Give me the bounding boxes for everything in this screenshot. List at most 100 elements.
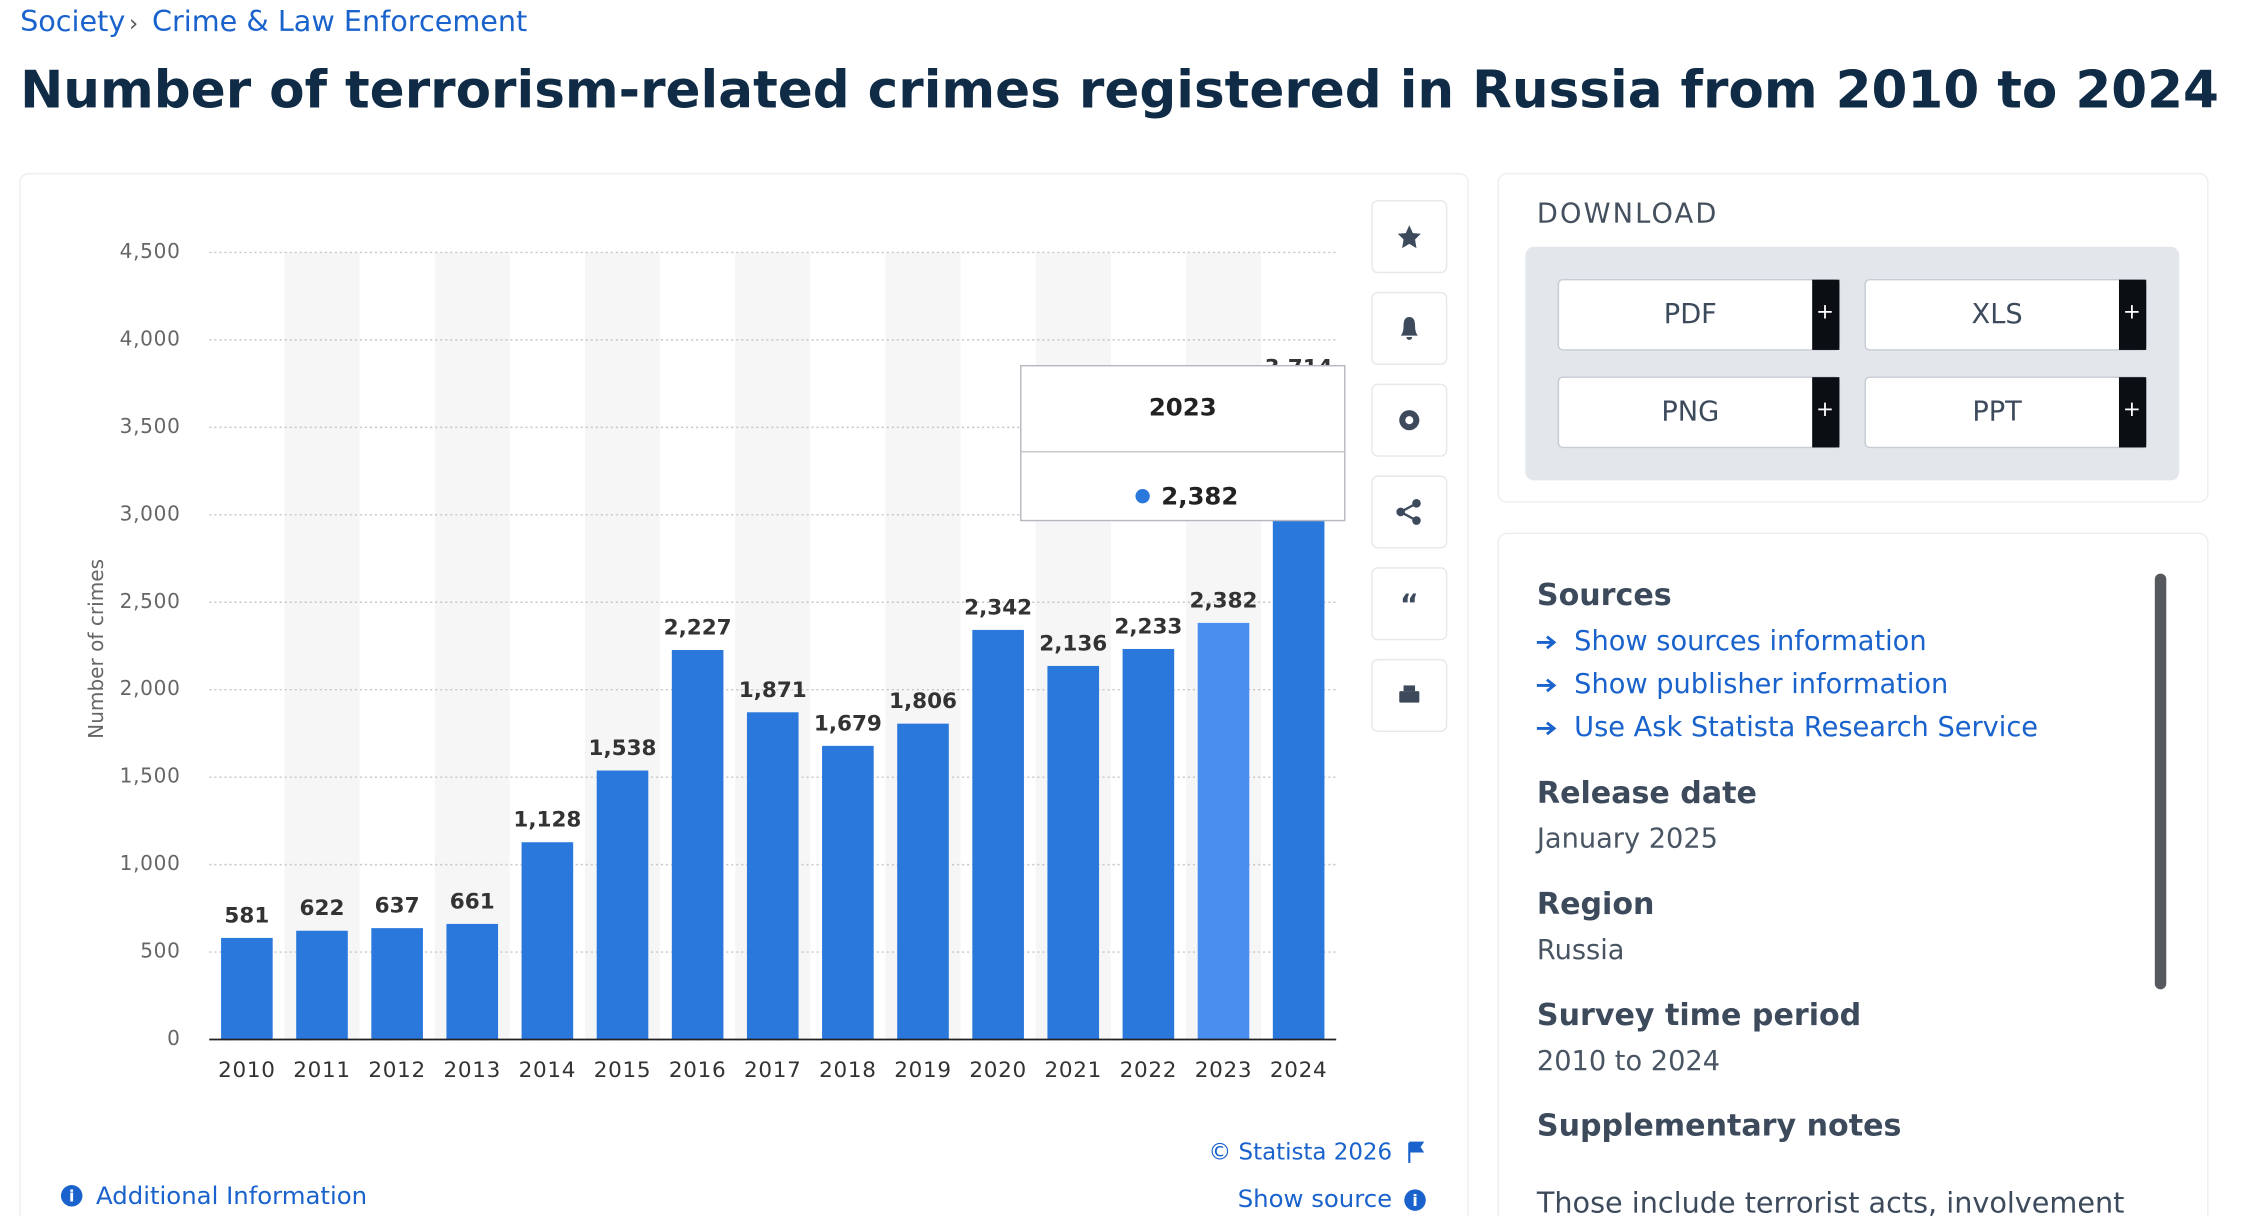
bar[interactable] — [1047, 665, 1100, 1040]
data-label: 2,382 — [1189, 588, 1257, 613]
bar[interactable] — [671, 650, 724, 1040]
breadcrumb-link[interactable]: Crime & Law Enforcement — [152, 4, 527, 38]
additional-info-link[interactable]: Additional Information — [96, 1181, 367, 1210]
info-card — [1497, 532, 2209, 1216]
y-tick-label: 4,500 — [120, 239, 181, 263]
x-tick-label: 2014 — [519, 1058, 577, 1083]
x-tick-label: 2024 — [1270, 1058, 1328, 1083]
x-tick-label: 2010 — [218, 1058, 276, 1083]
data-label: 661 — [450, 889, 495, 914]
bell-icon — [1400, 316, 1418, 340]
x-tick-label: 2011 — [293, 1058, 351, 1083]
bar[interactable] — [596, 770, 649, 1040]
info-glyph: i — [69, 1187, 74, 1206]
band-shade — [284, 252, 360, 1040]
data-label: 2,342 — [964, 595, 1032, 620]
y-tick-label: 3,000 — [120, 501, 181, 525]
download-plus: + — [1816, 300, 1834, 325]
tooltip-dot — [1135, 489, 1150, 504]
bar[interactable] — [897, 723, 949, 1040]
download-plus: + — [2123, 300, 2141, 325]
scrollbar[interactable] — [2154, 573, 2167, 990]
y-tick-label: 2,000 — [120, 676, 181, 700]
download-plus-strip — [2118, 377, 2147, 448]
notes-text: Those include terrorist acts, involvemen… — [1536, 1185, 2124, 1216]
y-tick-label: 500 — [140, 939, 180, 963]
x-tick-label: 2022 — [1120, 1058, 1178, 1083]
data-label: 581 — [224, 903, 269, 928]
printer-icon — [1399, 691, 1420, 703]
tooltip — [1020, 364, 1346, 522]
arrow-icon — [1536, 678, 1557, 693]
data-label: 2,227 — [664, 616, 732, 641]
band-shade — [434, 252, 510, 1040]
source-link[interactable]: Show publisher information — [1574, 669, 1948, 700]
download-buttons: PDF + XLS + PNG + PPT + — [1557, 278, 2147, 449]
download-label: XLS — [1972, 299, 2023, 330]
info-icon — [1404, 1189, 1426, 1211]
bar[interactable] — [446, 923, 499, 1040]
x-tick-label: 2018 — [819, 1058, 877, 1083]
download-plus-strip — [1812, 279, 1840, 350]
download-heading: DOWNLOAD — [1537, 199, 1719, 230]
download-label: PDF — [1664, 299, 1717, 330]
x-tick-label: 2016 — [669, 1058, 727, 1083]
share-button[interactable] — [1371, 475, 1448, 549]
data-label: 2,136 — [1039, 631, 1107, 656]
info-glyph: i — [1412, 1191, 1417, 1210]
info-list: Show sources information Show publisher i… — [1535, 626, 2038, 1077]
bar[interactable] — [1122, 648, 1175, 1040]
bar[interactable] — [521, 842, 574, 1040]
cite-button[interactable] — [1371, 567, 1448, 641]
x-tick-label: 2017 — [744, 1058, 802, 1083]
detail-label: Release date — [1537, 776, 1757, 811]
tooltip-value: 2,382 — [1161, 482, 1238, 511]
download-plus-strip — [2118, 279, 2147, 350]
y-tick-label: 1,500 — [120, 764, 181, 788]
arrow-icon — [1536, 635, 1557, 650]
gear-hole — [1405, 416, 1414, 425]
show-source-link[interactable]: Show source — [1238, 1184, 1392, 1213]
detail-value: 2010 to 2024 — [1537, 1046, 1720, 1077]
arrow-icon — [1536, 721, 1557, 736]
bar[interactable] — [296, 930, 348, 1040]
data-label: 2,233 — [1114, 614, 1182, 639]
data-label: 1,538 — [588, 736, 656, 761]
y-tick-label: 2,500 — [120, 589, 181, 613]
share-lines — [1400, 502, 1418, 522]
bar[interactable] — [371, 928, 423, 1040]
breadcrumb-link[interactable]: Society — [20, 4, 125, 38]
detail-label: Region — [1537, 887, 1655, 922]
bar[interactable] — [1197, 622, 1250, 1040]
toolbar — [1371, 200, 1448, 733]
y-tick-label: 0 — [167, 1026, 180, 1050]
detail-value: Russia — [1537, 935, 1625, 966]
x-tick-label: 2021 — [1044, 1058, 1102, 1083]
y-tick-label: 1,000 — [120, 851, 181, 875]
plot: 0 500 1,000 1,500 2,000 2,500 3,000 3,500 4,000 4… — [84, 239, 1346, 1083]
bar[interactable] — [746, 712, 799, 1040]
y-tick-label: 3,500 — [120, 414, 181, 438]
data-label: 637 — [375, 894, 420, 919]
data-label: 1,871 — [739, 678, 807, 703]
copyright[interactable]: © Statista 2026 — [1208, 1139, 1392, 1165]
source-link[interactable]: Use Ask Statista Research Service — [1574, 712, 2038, 743]
data-label: 1,679 — [814, 711, 882, 736]
data-label: 1,806 — [889, 689, 957, 714]
quote-icon: “ — [1400, 588, 1419, 622]
bar[interactable] — [972, 629, 1024, 1040]
download-plus-strip — [1812, 377, 1840, 448]
x-tick-label: 2023 — [1195, 1058, 1253, 1083]
bar[interactable] — [822, 745, 874, 1040]
x-tick-label: 2015 — [594, 1058, 652, 1083]
bar[interactable] — [221, 937, 273, 1040]
download-label: PPT — [1972, 397, 2022, 428]
breadcrumb-sep: › — [129, 11, 138, 37]
notes-heading: Supplementary notes — [1537, 1108, 1902, 1143]
x-tick-label: 2019 — [894, 1058, 952, 1083]
flag-icon[interactable] — [1408, 1141, 1425, 1163]
source-link[interactable]: Show sources information — [1574, 626, 1926, 657]
detail-label: Survey time period — [1537, 998, 1861, 1033]
sources-heading: Sources — [1537, 578, 1672, 613]
